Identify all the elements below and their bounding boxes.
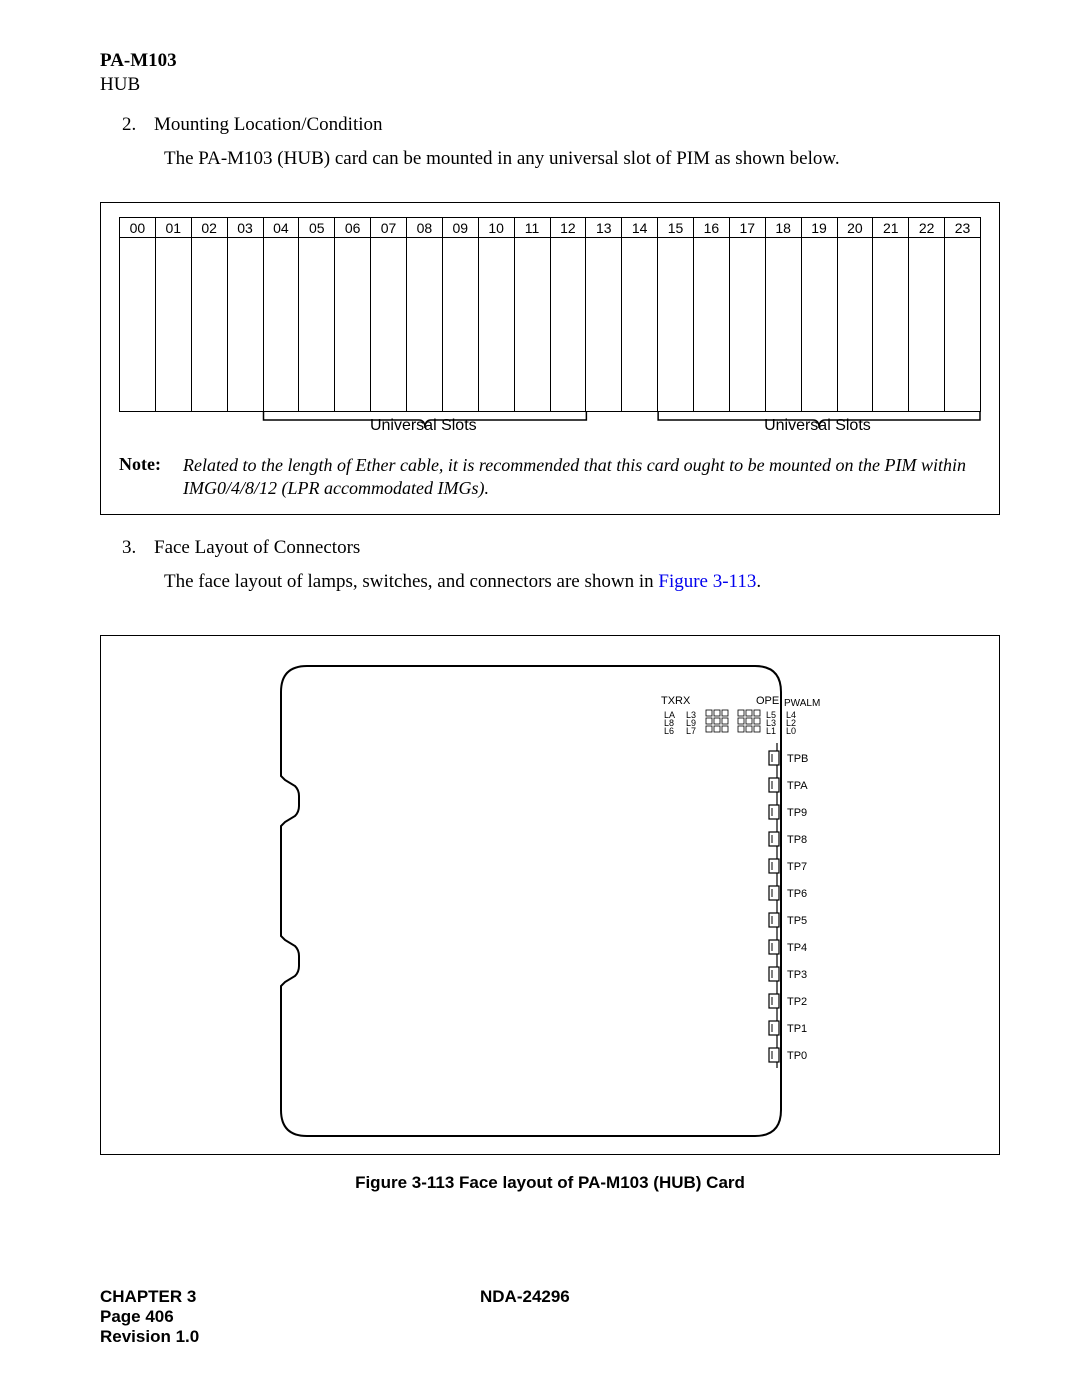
slot-header: 13 xyxy=(586,218,621,238)
slot-column: 16 xyxy=(694,218,730,411)
svg-text:TP3: TP3 xyxy=(787,969,807,981)
universal-slots-label-2: Universal Slots xyxy=(764,417,871,435)
card-svg: TXRXOPEPWALMLAL3L5L4L8L9L3L2L6L7L1L0TPBT… xyxy=(101,636,1001,1156)
slot-header: 20 xyxy=(838,218,873,238)
slot-header: 01 xyxy=(156,218,191,238)
slot-column: 21 xyxy=(873,218,909,411)
svg-text:TP1: TP1 xyxy=(787,1023,807,1035)
note: Note: Related to the length of Ether cab… xyxy=(119,454,981,501)
slot-header: 11 xyxy=(515,218,550,238)
svg-text:PWALM: PWALM xyxy=(784,698,820,709)
slot-column: 05 xyxy=(299,218,335,411)
slot-column: 06 xyxy=(335,218,371,411)
page-header: PA-M103 HUB xyxy=(100,50,1000,96)
footer-doc: NDA-24296 xyxy=(480,1287,570,1307)
slot-header: 02 xyxy=(192,218,227,238)
slot-header: 04 xyxy=(264,218,299,238)
section-2-body: The PA-M103 (HUB) card can be mounted in… xyxy=(164,146,1000,172)
section-3-body-prefix: The face layout of lamps, switches, and … xyxy=(164,571,658,592)
slot-column: 19 xyxy=(802,218,838,411)
svg-text:TP9: TP9 xyxy=(787,807,807,819)
universal-slots-label-1: Universal Slots xyxy=(370,417,477,435)
slot-header: 18 xyxy=(766,218,801,238)
slot-column: 13 xyxy=(586,218,622,411)
slot-column: 11 xyxy=(515,218,551,411)
slot-header: 00 xyxy=(120,218,155,238)
svg-text:OPE: OPE xyxy=(756,695,779,707)
slot-header: 23 xyxy=(945,218,980,238)
slot-header: 12 xyxy=(551,218,586,238)
svg-text:TP0: TP0 xyxy=(787,1050,807,1062)
slot-header: 21 xyxy=(873,218,908,238)
svg-text:TPB: TPB xyxy=(787,753,808,765)
svg-text:L1: L1 xyxy=(766,726,776,736)
slot-column: 15 xyxy=(658,218,694,411)
svg-text:TP4: TP4 xyxy=(787,942,807,954)
svg-text:TP6: TP6 xyxy=(787,888,807,900)
figure-ref-link[interactable]: Figure 3-113 xyxy=(658,571,756,592)
slot-header: 05 xyxy=(299,218,334,238)
slot-header: 16 xyxy=(694,218,729,238)
doc-title: PA-M103 xyxy=(100,50,1000,72)
note-label: Note: xyxy=(119,454,183,501)
slot-header: 15 xyxy=(658,218,693,238)
footer-page: Page 406 xyxy=(100,1307,1000,1327)
slot-column: 03 xyxy=(228,218,264,411)
svg-text:TP7: TP7 xyxy=(787,861,807,873)
slot-column: 10 xyxy=(479,218,515,411)
slot-column: 01 xyxy=(156,218,192,411)
section-3-body-suffix: . xyxy=(756,571,761,592)
section-3-body: The face layout of lamps, switches, and … xyxy=(164,569,1000,595)
slot-column: 04 xyxy=(264,218,300,411)
slot-column: 07 xyxy=(371,218,407,411)
slot-diagram-box: 0001020304050607080910111213141516171819… xyxy=(100,202,1000,516)
footer-chapter: CHAPTER 3 xyxy=(100,1287,480,1307)
svg-text:L7: L7 xyxy=(686,726,696,736)
slot-header: 08 xyxy=(407,218,442,238)
footer-rev: Revision 1.0 xyxy=(100,1327,1000,1347)
slot-header: 09 xyxy=(443,218,478,238)
section-2-num: 2. xyxy=(122,114,154,136)
slot-header: 14 xyxy=(622,218,657,238)
section-3-title: Face Layout of Connectors xyxy=(154,537,360,559)
slot-column: 20 xyxy=(838,218,874,411)
svg-text:TPA: TPA xyxy=(787,780,808,792)
slot-column: 09 xyxy=(443,218,479,411)
svg-text:TXRX: TXRX xyxy=(661,695,691,707)
slot-header: 06 xyxy=(335,218,370,238)
svg-text:TP8: TP8 xyxy=(787,834,807,846)
slot-header: 03 xyxy=(228,218,263,238)
slot-column: 17 xyxy=(730,218,766,411)
svg-text:TP2: TP2 xyxy=(787,996,807,1008)
slot-table: 0001020304050607080910111213141516171819… xyxy=(119,217,981,412)
section-3: 3. Face Layout of Connectors xyxy=(122,537,1000,559)
slot-diagram: 0001020304050607080910111213141516171819… xyxy=(119,217,981,432)
slot-header: 10 xyxy=(479,218,514,238)
card-diagram-box: TXRXOPEPWALMLAL3L5L4L8L9L3L2L6L7L1L0TPBT… xyxy=(100,635,1000,1155)
page-footer: CHAPTER 3 NDA-24296 Page 406 Revision 1.… xyxy=(100,1287,1000,1347)
note-body: Related to the length of Ether cable, it… xyxy=(183,454,981,501)
section-3-num: 3. xyxy=(122,537,154,559)
slot-header: 19 xyxy=(802,218,837,238)
slot-column: 12 xyxy=(551,218,587,411)
doc-subtitle: HUB xyxy=(100,74,1000,96)
brace-2 xyxy=(119,410,1019,450)
slot-header: 22 xyxy=(909,218,944,238)
slot-column: 22 xyxy=(909,218,945,411)
slot-column: 00 xyxy=(120,218,156,411)
slot-column: 14 xyxy=(622,218,658,411)
slot-column: 18 xyxy=(766,218,802,411)
section-2-title: Mounting Location/Condition xyxy=(154,114,383,136)
svg-text:L6: L6 xyxy=(664,726,674,736)
slot-column: 02 xyxy=(192,218,228,411)
svg-text:L0: L0 xyxy=(786,726,796,736)
figure-caption: Figure 3-113 Face layout of PA-M103 (HUB… xyxy=(100,1173,1000,1193)
slot-column: 08 xyxy=(407,218,443,411)
slot-column: 23 xyxy=(945,218,980,411)
slot-header: 07 xyxy=(371,218,406,238)
section-2: 2. Mounting Location/Condition xyxy=(122,114,1000,136)
svg-text:TP5: TP5 xyxy=(787,915,807,927)
slot-header: 17 xyxy=(730,218,765,238)
